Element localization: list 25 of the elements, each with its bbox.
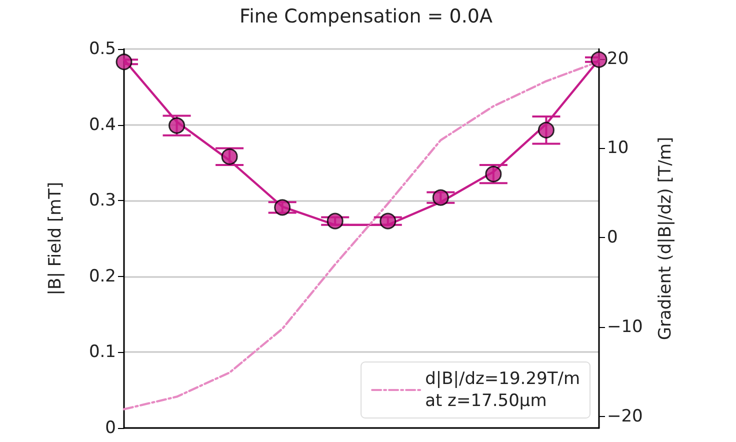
y2-tick-label: −10 [607, 316, 643, 337]
point [221, 148, 238, 165]
chart-title: Fine Compensation = 0.0A [240, 6, 492, 28]
y-tick-label: 0.1 [88, 342, 116, 362]
y-tick-label: 0.2 [88, 266, 116, 286]
point [380, 212, 396, 230]
y2-tick-label: 0 [607, 228, 618, 248]
y-tick-label: 0.3 [88, 190, 116, 211]
y2-tick-label: 10 [607, 138, 629, 158]
point [485, 166, 502, 182]
legend-label: d|B|/dz=19.29T/m at z=17.50μm [425, 369, 580, 411]
point [590, 51, 608, 68]
y-tick-label: 0.4 [88, 114, 116, 135]
point [168, 117, 186, 134]
y-tick-label: 0 [105, 418, 116, 438]
point [432, 189, 449, 206]
point [326, 212, 344, 230]
y2-tick-label: −20 [607, 406, 643, 426]
y-axis-title: |B| Field [mT] [46, 182, 66, 296]
point [116, 54, 132, 70]
y2-tick-label: 20 [607, 48, 629, 69]
point [538, 122, 554, 138]
y2-axis-title: Gradient (d|B|/dz) [T/m] [656, 136, 676, 340]
point [274, 199, 291, 216]
y-tick-label: 0.5 [88, 39, 116, 59]
